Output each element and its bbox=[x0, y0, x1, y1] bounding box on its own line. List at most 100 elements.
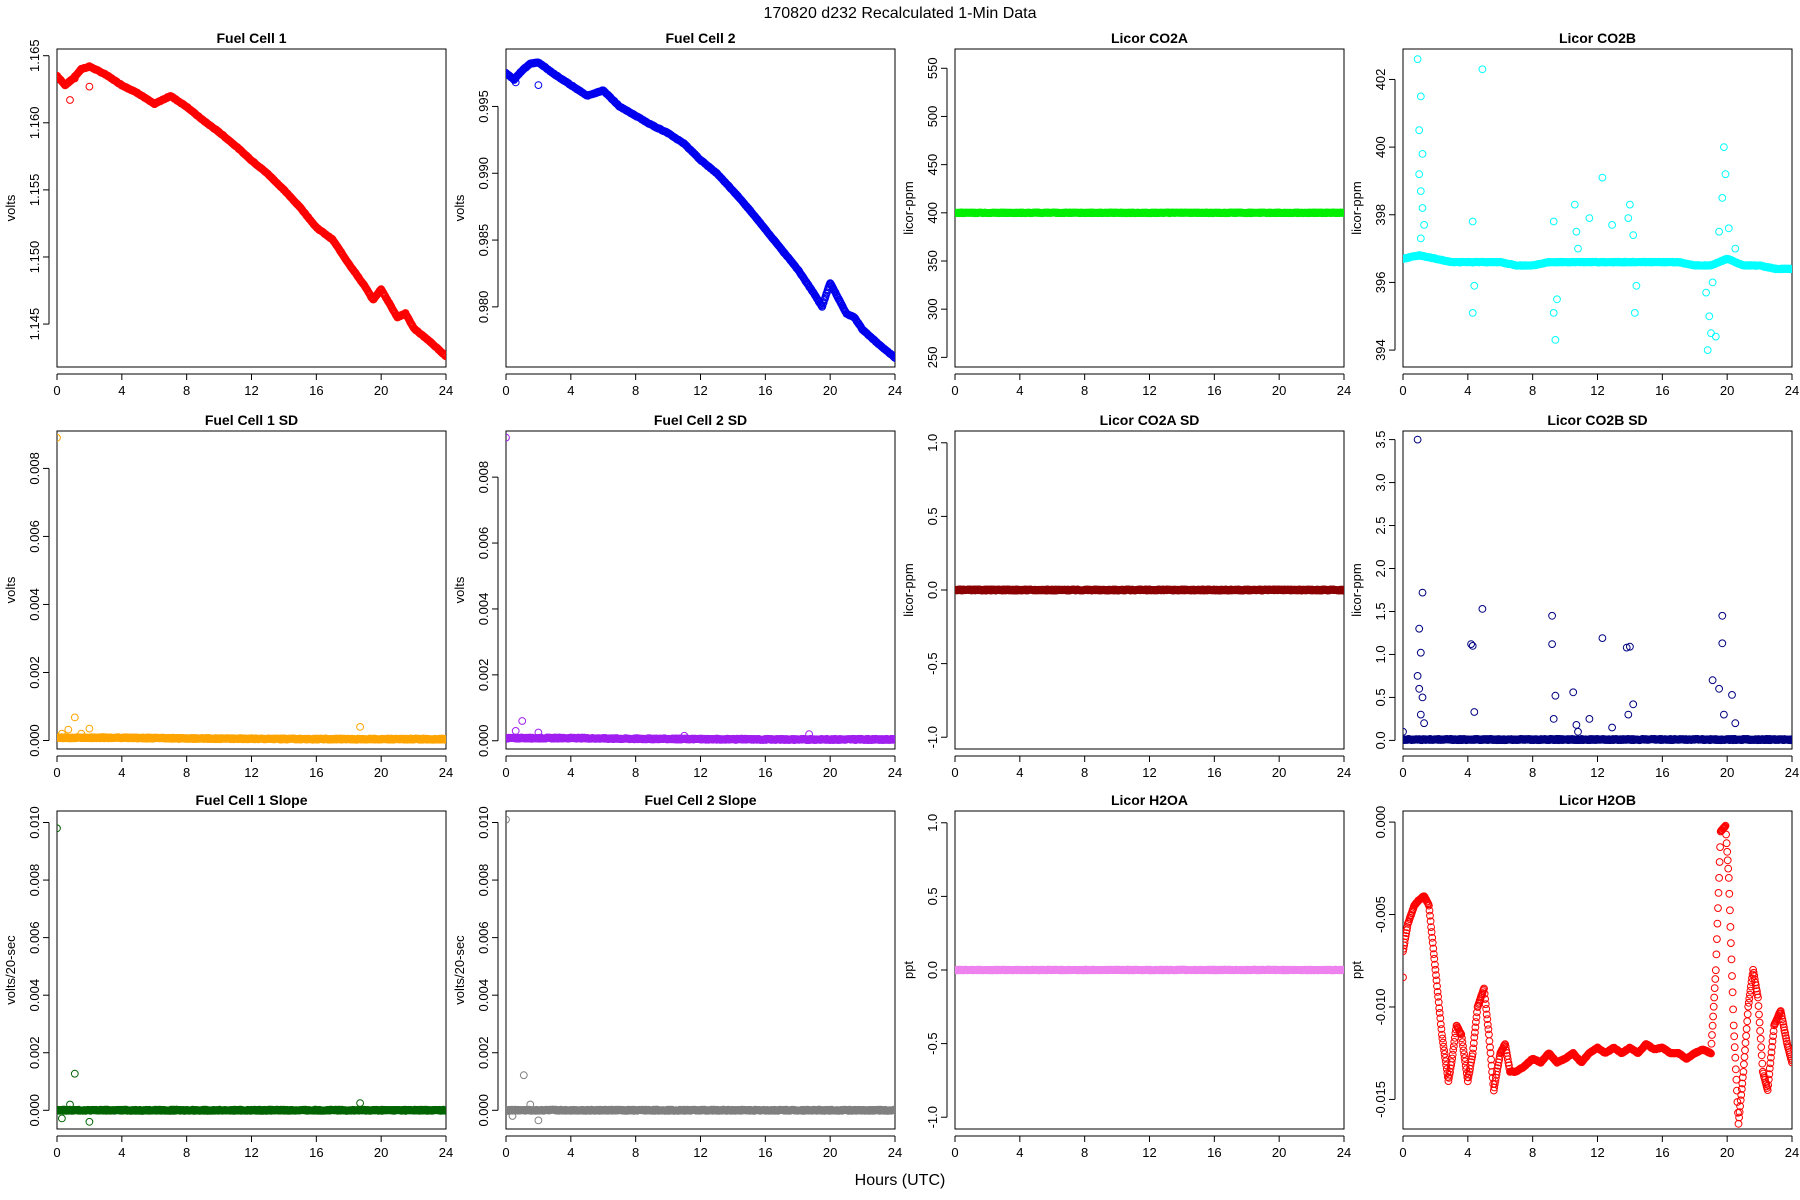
plot-frame bbox=[505, 430, 896, 750]
y-tick-label: 1.160 bbox=[27, 107, 42, 140]
x-tick-label: 20 bbox=[1272, 765, 1286, 780]
series-licor-co2b bbox=[1403, 55, 1792, 355]
x-tick-label: 20 bbox=[823, 765, 837, 780]
outlier-point bbox=[1632, 281, 1641, 290]
y-tick-label: 0.985 bbox=[476, 224, 491, 257]
outlier-point bbox=[356, 723, 365, 731]
plot-frame bbox=[56, 48, 447, 368]
outlier-point bbox=[1478, 65, 1487, 74]
outlier-point bbox=[1705, 312, 1714, 321]
x-tick-label: 20 bbox=[374, 765, 388, 780]
series-fuel-cell-1 bbox=[57, 62, 446, 361]
data-point bbox=[890, 352, 895, 361]
y-tick-label: 0.5 bbox=[925, 507, 940, 525]
panel-fuel-cell-1: Fuel Cell 1 0 4 8 12 16 20 24 1.1451.1501.1551.1… bbox=[3, 30, 453, 398]
panel-title: Licor CO2A bbox=[1111, 30, 1188, 46]
y-tick-label: 400 bbox=[925, 202, 940, 224]
panel-title: Fuel Cell 2 SD bbox=[654, 412, 747, 428]
outlier-point bbox=[1553, 295, 1561, 304]
y-tick-label: 394 bbox=[1373, 339, 1388, 361]
x-tick-label: 24 bbox=[888, 383, 902, 398]
x-tick-label: 4 bbox=[567, 383, 574, 398]
outlier-point bbox=[1715, 227, 1723, 236]
y-tick-label: 400 bbox=[1373, 136, 1388, 158]
y-tick-label: 1.145 bbox=[27, 308, 42, 341]
x-axis: 0 4 8 12 16 20 24 bbox=[53, 373, 453, 398]
x-tick-label: 24 bbox=[439, 765, 453, 780]
outlier-point bbox=[1720, 143, 1728, 152]
outlier-point bbox=[1629, 231, 1638, 240]
outlier-point bbox=[1570, 200, 1579, 209]
panel-fuel-cell-2-sd: Fuel Cell 2 SD0 4 8 12 16 20 240.0000.0020.004… bbox=[452, 412, 902, 780]
x-tick-label: 0 bbox=[1399, 383, 1406, 398]
data-point bbox=[890, 736, 895, 744]
plot-frame bbox=[1402, 48, 1793, 368]
outlier-point bbox=[805, 730, 813, 739]
outlier-point bbox=[70, 713, 79, 722]
panel-title: Fuel Cell 2 bbox=[665, 30, 735, 46]
y-tick-label: 500 bbox=[925, 106, 940, 128]
y-axis-label: volts bbox=[452, 194, 467, 221]
x-tick-label: 4 bbox=[1464, 383, 1471, 398]
x-tick-label: 16 bbox=[1655, 383, 1669, 398]
y-tick-label: 450 bbox=[925, 154, 940, 176]
panel-title: Fuel Cell 1 SD bbox=[205, 412, 298, 428]
x-axis: 0 4 8 12 16 20 24 bbox=[951, 373, 1351, 398]
y-tick-label: 0.980 bbox=[476, 291, 491, 324]
x-tick-label: 4 bbox=[567, 765, 574, 780]
outlier-point bbox=[534, 728, 543, 737]
outlier-point bbox=[77, 729, 86, 738]
outlier-point bbox=[1630, 309, 1639, 317]
outlier-point bbox=[1470, 281, 1479, 290]
y-tick-label: 0.000 bbox=[476, 724, 491, 757]
x-tick-label: 0 bbox=[502, 383, 509, 398]
series-licor-co2a bbox=[955, 208, 1344, 218]
data-point bbox=[440, 350, 446, 359]
x-tick-label: 12 bbox=[693, 765, 707, 780]
figure-suptitle: 170820 d232 Recalculated 1-Min Data bbox=[763, 5, 1036, 22]
outlier-point bbox=[1718, 194, 1727, 202]
x-tick-label: 20 bbox=[1272, 383, 1286, 398]
x-tick-label: 16 bbox=[758, 765, 772, 780]
x-axis: 0 4 8 12 16 20 24 bbox=[951, 755, 1351, 780]
panel-title: Fuel Cell 1 bbox=[216, 30, 286, 46]
x-tick-label: 8 bbox=[1081, 383, 1088, 398]
outlier-point bbox=[1731, 244, 1740, 253]
data-point bbox=[888, 351, 895, 360]
y-axis-label: licor-ppm bbox=[1349, 181, 1364, 234]
y-tick-label: 0.004 bbox=[476, 593, 491, 626]
y-tick-label: 0.008 bbox=[27, 452, 42, 485]
data-point bbox=[442, 735, 446, 744]
outlier-point bbox=[1572, 227, 1581, 236]
data-point bbox=[439, 350, 446, 358]
outlier-point bbox=[1468, 217, 1477, 226]
outlier-point bbox=[1624, 214, 1633, 223]
x-axis: 0 4 8 12 16 20 24 bbox=[502, 755, 902, 780]
x-tick-label: 16 bbox=[1207, 383, 1221, 398]
panel-title: Licor CO2A SD bbox=[1100, 412, 1200, 428]
x-tick-label: 16 bbox=[309, 765, 323, 780]
y-tick-label: 300 bbox=[925, 298, 940, 320]
y-tick-label: 250 bbox=[925, 347, 940, 369]
data-point bbox=[891, 734, 895, 743]
x-axis: 0 4 8 12 16 20 24 bbox=[53, 755, 453, 780]
panel-title: Licor CO2B bbox=[1559, 30, 1636, 46]
y-tick-label: 1.0 bbox=[925, 434, 940, 452]
series-fuel-cell-1-sd bbox=[57, 433, 446, 744]
outlier-point bbox=[1708, 278, 1717, 287]
x-tick-label: 24 bbox=[1337, 383, 1351, 398]
figure-xlabel: Hours (UTC) bbox=[855, 1172, 946, 1189]
series-licor-co2a-sd bbox=[955, 585, 1344, 595]
outlier-point bbox=[64, 725, 73, 734]
outlier-point bbox=[85, 724, 94, 733]
outlier-point bbox=[1608, 221, 1616, 229]
outlier-point bbox=[1418, 150, 1427, 158]
y-tick-label: 0.995 bbox=[476, 90, 491, 123]
plot-frame bbox=[56, 430, 447, 750]
